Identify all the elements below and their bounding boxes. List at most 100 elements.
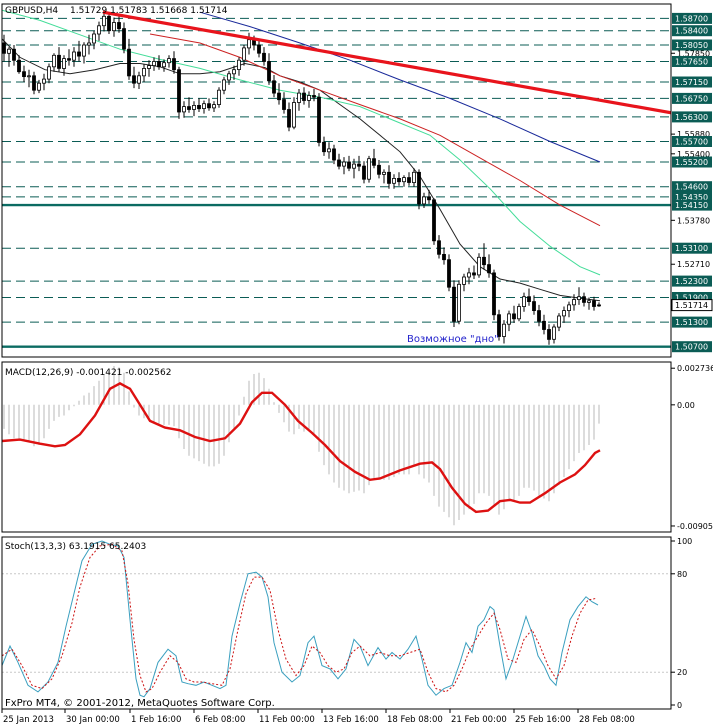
- candle: [587, 297, 591, 310]
- candle-body: [37, 82, 41, 91]
- candle: [162, 59, 166, 72]
- stoch-axis-label: 100: [677, 537, 692, 546]
- candle-body: [497, 314, 501, 337]
- time-axis-label: 25 Feb 16:00: [515, 715, 571, 725]
- candle-body: [597, 304, 601, 307]
- level-label-box: [672, 199, 712, 211]
- candle: [507, 310, 511, 332]
- candle-body: [27, 75, 31, 78]
- candle-body: [112, 22, 116, 32]
- ohlc-label: 1.51729 1.51783 1.51668 1.51714: [70, 6, 228, 16]
- candle: [542, 314, 546, 335]
- candle: [562, 306, 566, 323]
- candle-body: [82, 44, 86, 57]
- level-label-box: [672, 275, 712, 287]
- time-axis-label: 1 Feb 16:00: [131, 715, 181, 725]
- candle-body: [462, 276, 466, 285]
- candle-body: [17, 59, 21, 73]
- copyright-label: FxPro MT4, © 2001-2012, MetaQuotes Softw…: [5, 698, 275, 709]
- candle: [207, 98, 211, 111]
- level-label-box: [672, 25, 712, 37]
- candle: [432, 198, 436, 245]
- candle: [172, 51, 176, 74]
- candle: [387, 165, 391, 189]
- candle-body: [297, 92, 301, 103]
- candle-body: [487, 264, 491, 274]
- moving-average-line: [149, 33, 601, 227]
- level-label-box: [672, 191, 712, 203]
- candle: [392, 174, 396, 189]
- candle-body: [182, 106, 186, 113]
- candle: [552, 324, 556, 344]
- level-label-box: [672, 12, 712, 24]
- candle-body: [7, 48, 11, 54]
- candle-body: [447, 259, 451, 288]
- candle: [72, 47, 76, 67]
- candle: [42, 73, 46, 91]
- candle: [292, 97, 296, 130]
- level-label: 1.52300: [675, 277, 708, 286]
- candle-body: [152, 61, 156, 66]
- time-axis-label: 21 Feb 00:00: [451, 715, 507, 725]
- candle: [57, 47, 61, 72]
- level-label: 1.55200: [675, 158, 708, 167]
- level-label-box: [672, 156, 712, 168]
- candle-body: [217, 89, 221, 105]
- candle-body: [312, 95, 316, 98]
- candle: [27, 69, 31, 88]
- candle-body: [352, 163, 356, 169]
- price-frame: [1, 3, 672, 358]
- level-label: 1.56750: [675, 94, 708, 103]
- candle-body: [92, 33, 96, 44]
- candle: [107, 14, 111, 34]
- candle-body: [582, 296, 586, 303]
- price-axis-label: 1.52710: [677, 260, 710, 269]
- candle-body: [482, 256, 486, 266]
- candle-body: [232, 69, 236, 75]
- stoch-label: Stoch(13,3,3) 63.1915 65.2403: [5, 542, 146, 552]
- candle: [417, 169, 421, 210]
- candle-body: [177, 69, 181, 113]
- macd-panel: MACD(12,26,9) -0.001421 -0.002562 0.0027…: [2, 364, 713, 531]
- level-label-box: [672, 136, 712, 147]
- candle: [462, 273, 466, 292]
- candle: [32, 71, 36, 95]
- level-label: 1.54350: [675, 193, 708, 202]
- candle: [577, 287, 581, 305]
- candle-body: [167, 58, 171, 64]
- candle-body: [417, 171, 421, 205]
- candle-body: [187, 106, 191, 110]
- candle-body: [392, 177, 396, 184]
- candle-body: [202, 103, 206, 109]
- candle-body: [307, 95, 311, 101]
- candle-body: [237, 59, 241, 71]
- candle-body: [62, 58, 66, 69]
- candle: [232, 65, 236, 80]
- candle-body: [2, 42, 6, 54]
- candle-body: [172, 58, 176, 71]
- level-label: 1.54600: [675, 183, 708, 192]
- candle: [332, 144, 336, 165]
- candle: [447, 254, 451, 292]
- candle: [322, 136, 326, 156]
- candle: [267, 53, 271, 85]
- time-axis-label: 18 Feb 08:00: [387, 715, 443, 725]
- candle: [17, 55, 21, 74]
- candle: [452, 280, 456, 327]
- candle-body: [422, 196, 426, 205]
- candle: [122, 22, 126, 54]
- time-axis-label: 25 Jan 2013: [3, 715, 54, 725]
- candle-body: [547, 329, 551, 340]
- candle-body: [302, 92, 306, 101]
- candle-body: [157, 61, 161, 68]
- candle-body: [257, 44, 261, 54]
- candle: [402, 175, 406, 187]
- candle: [482, 243, 486, 270]
- candle-body: [317, 96, 321, 143]
- level-label: 1.58050: [675, 41, 708, 50]
- candle: [177, 66, 181, 119]
- candle-body: [372, 158, 376, 166]
- candle-body: [437, 240, 441, 255]
- panel-frames: [1, 3, 672, 710]
